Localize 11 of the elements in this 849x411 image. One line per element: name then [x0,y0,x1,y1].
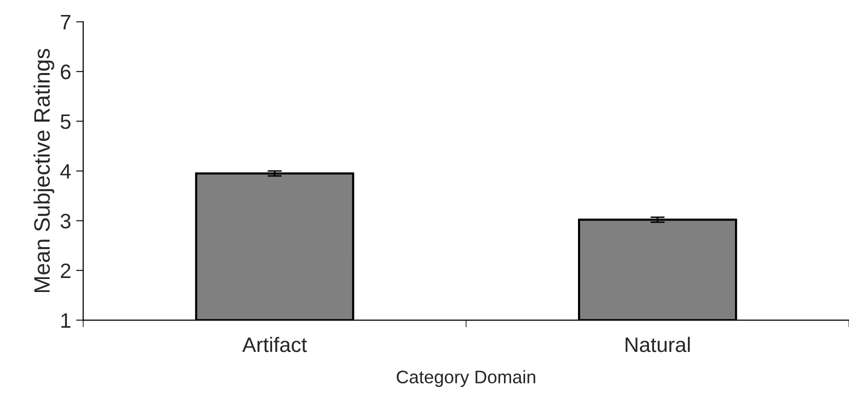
y-tick-label: 7 [60,15,70,30]
x-tick-label: Natural [626,336,690,352]
y-tick-label: 6 [60,64,70,80]
y-tick-label: 5 [60,114,71,129]
y-axis-title: Mean Subjective Ratings [34,48,54,292]
y-tick-label: 1 [61,313,70,328]
y-tick-label: 3 [60,214,70,228]
x-axis-title: Category Domain [396,370,536,387]
y-tick-label: 2 [60,263,70,278]
x-tick-label: Artifact [242,336,307,352]
y-tick-label: 4 [60,164,71,179]
